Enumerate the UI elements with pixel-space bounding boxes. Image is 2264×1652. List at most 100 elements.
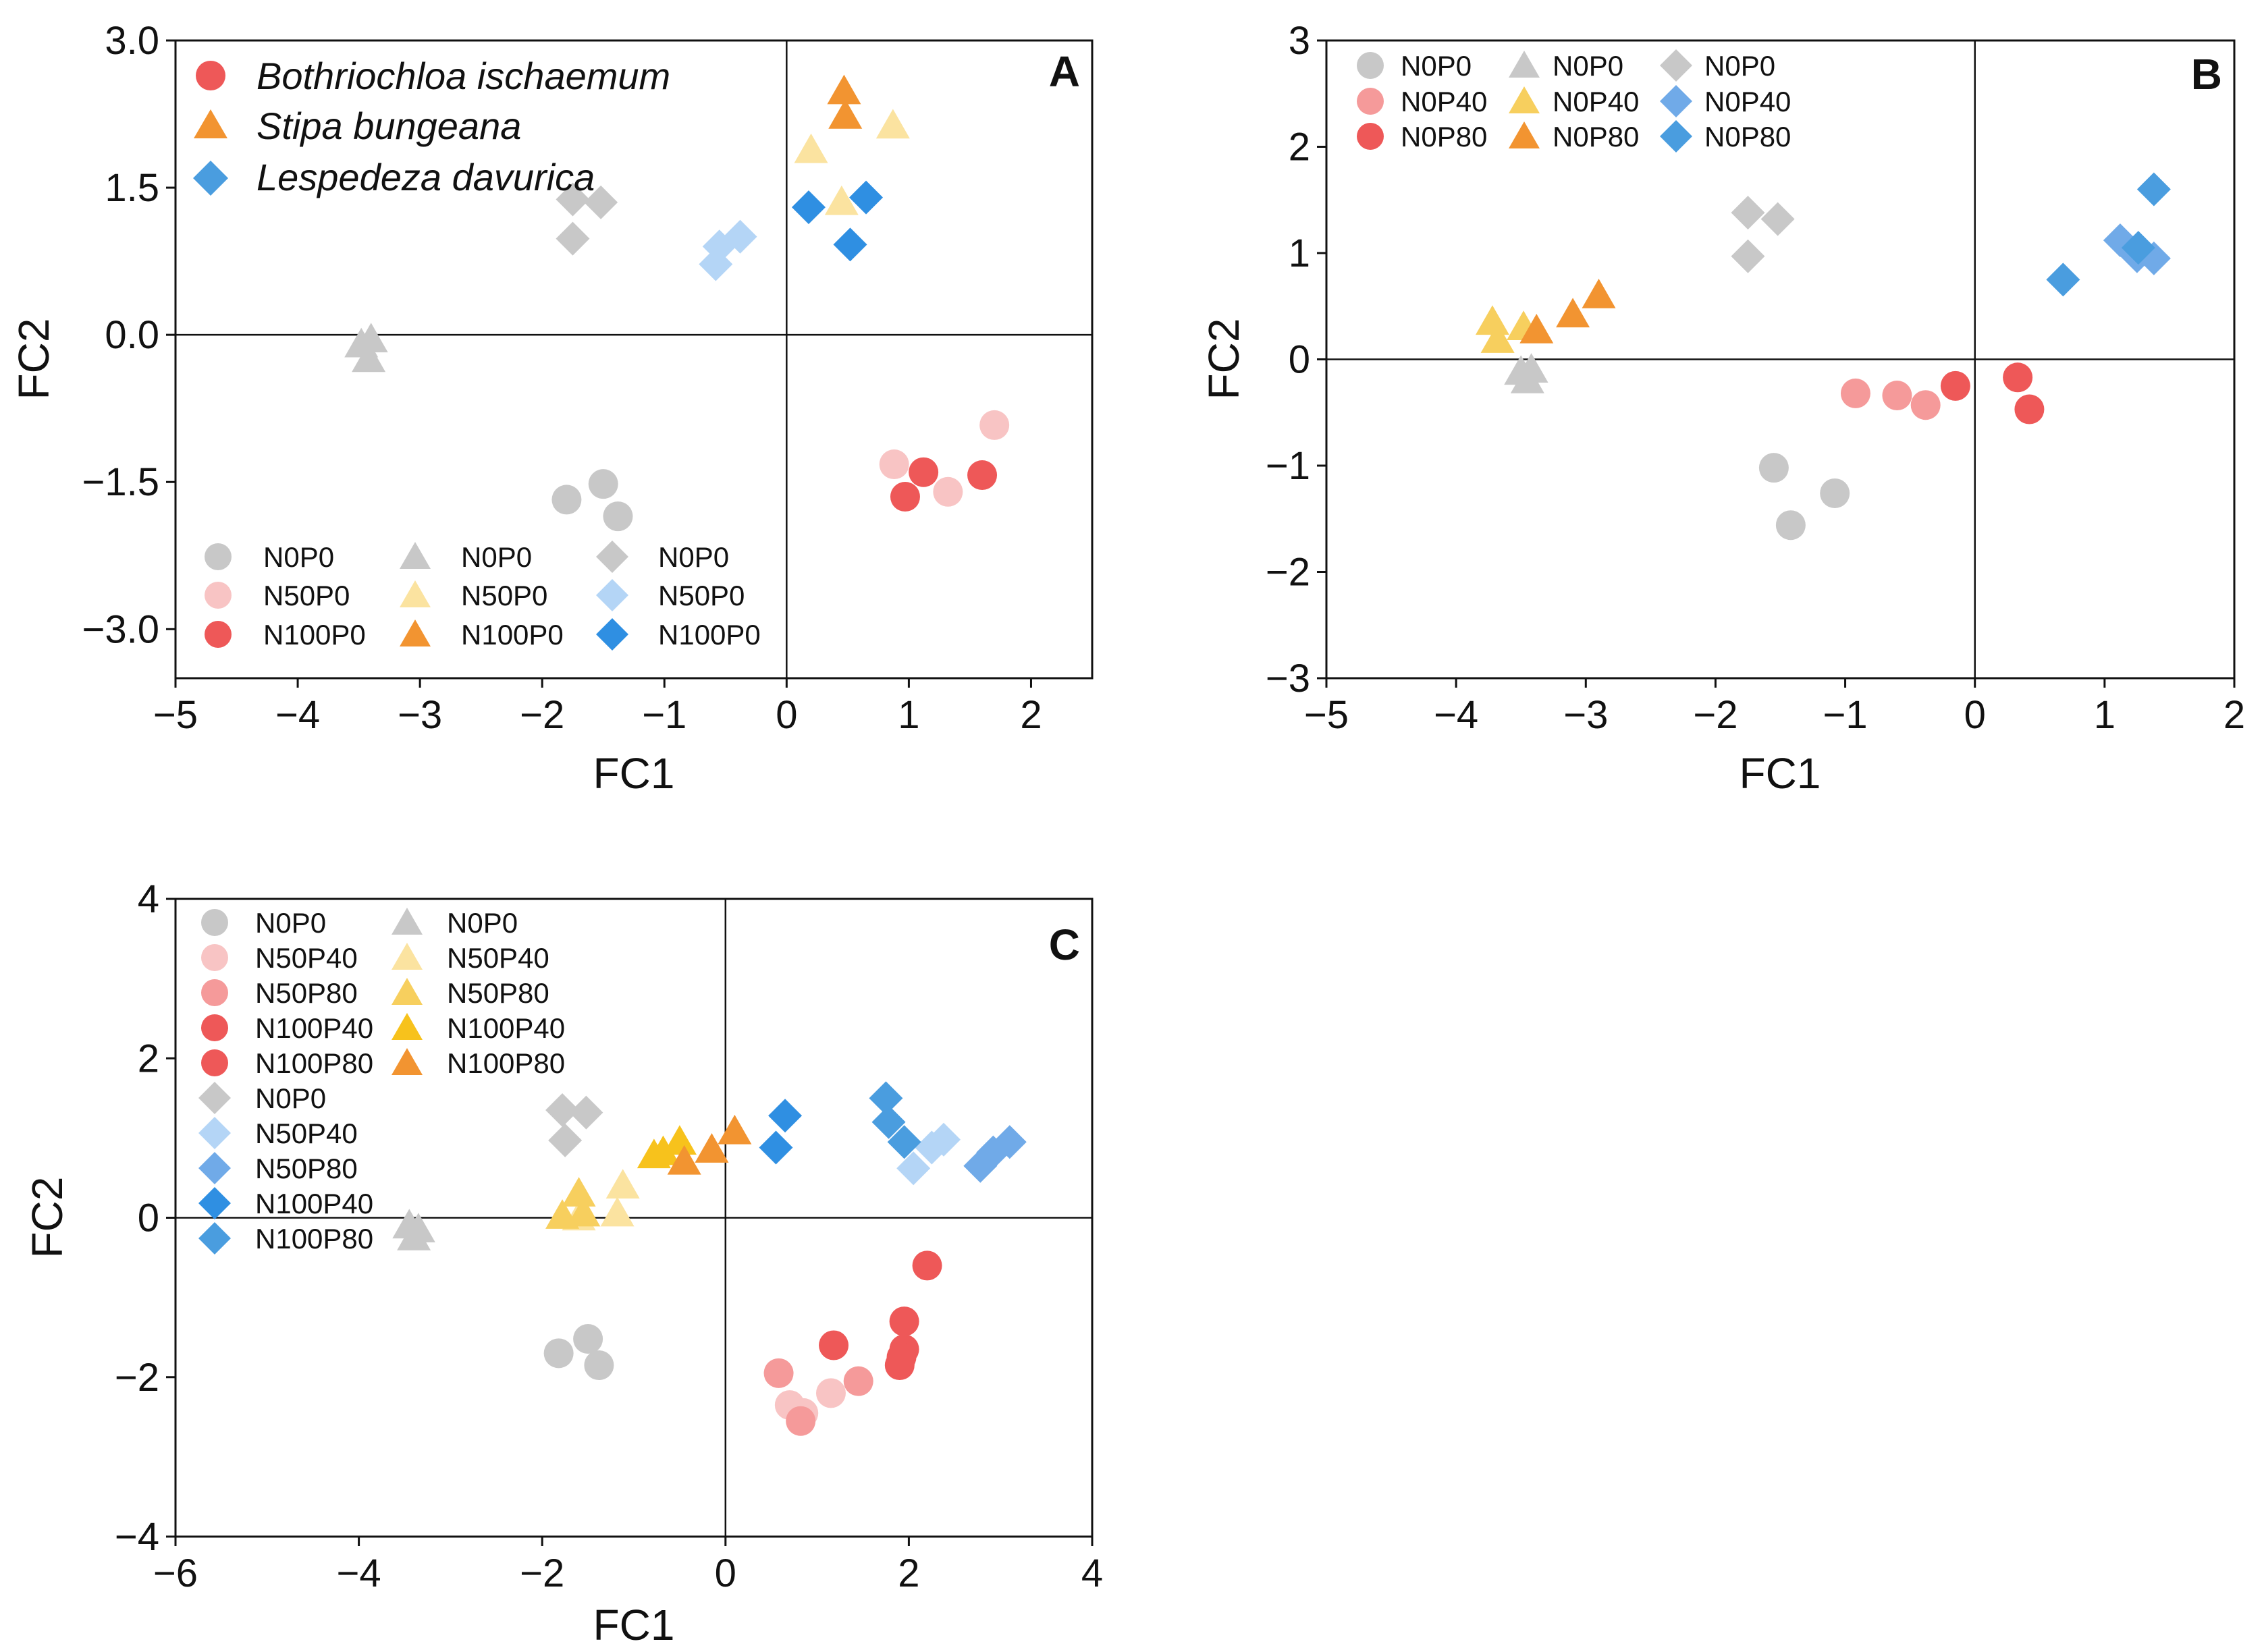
panel-a-zero-lines xyxy=(176,40,1092,678)
legend-diamond-marker xyxy=(198,1222,231,1255)
legend-diamond-marker xyxy=(1660,85,1692,117)
panel-a-points xyxy=(344,74,1010,532)
treatment-legend-item: N100P40 xyxy=(201,1012,373,1044)
y-tick-label: −3.0 xyxy=(82,607,160,651)
data-point-triangle xyxy=(827,74,861,105)
x-tick-label: 0 xyxy=(776,693,797,737)
legend-triangle-marker xyxy=(392,1048,423,1075)
legend-label: N100P80 xyxy=(447,1047,565,1079)
data-point-diamond xyxy=(768,1099,803,1133)
data-point-circle xyxy=(2014,394,2045,424)
series-s-bungeana-n100p80 xyxy=(667,1114,752,1175)
legend-circle-marker xyxy=(201,1014,228,1041)
series-s-bungeana-n100p0 xyxy=(827,74,863,129)
panel-a: −5 −4 −3 −2 −1 0 1 2 −3.0 −1.5 0.0 1.5 3.0 A FC1 FC2… xyxy=(9,19,1094,798)
treatment-legend-item: N50P80 xyxy=(201,977,358,1009)
data-point-circle xyxy=(1758,453,1789,483)
legend-triangle-marker xyxy=(1509,51,1540,78)
series-s-bungeana-n0p0 xyxy=(1504,353,1548,393)
treatment-legend-item: N0P40 xyxy=(1509,86,1639,117)
legend-circle-marker xyxy=(201,979,228,1006)
y-tick-label: −2 xyxy=(1266,551,1310,595)
treatment-legend-item: N0P80 xyxy=(1509,121,1639,153)
treatment-legend-item: N50P0 xyxy=(596,579,745,611)
legend-triangle-marker xyxy=(194,109,227,138)
species-legend-item: Lespedeza davurica xyxy=(193,156,595,198)
treatment-legend-item: N100P0 xyxy=(400,619,564,651)
data-point-diamond xyxy=(2046,263,2080,297)
series-b-ischaemum-n50p80 xyxy=(763,1358,873,1436)
data-point-triangle xyxy=(1514,353,1548,383)
data-point-triangle xyxy=(354,323,388,353)
x-tick-label: 0 xyxy=(1964,693,1986,737)
data-point-triangle xyxy=(875,109,910,139)
series-b-ischaemum-n0p0 xyxy=(543,1324,614,1381)
data-point-diamond xyxy=(584,185,618,219)
x-tick-label: −4 xyxy=(337,1551,381,1595)
data-point-diamond xyxy=(1731,196,1765,230)
treatment-legend-item: N50P40 xyxy=(201,942,358,974)
y-tick-label: 3 xyxy=(1289,19,1310,63)
legend-label: N0P0 xyxy=(658,541,729,573)
series-s-bungeana-n0p0 xyxy=(344,323,388,373)
y-tick-label: −3 xyxy=(1266,657,1310,700)
x-tick-label: 0 xyxy=(715,1551,736,1595)
legend-label: N0P0 xyxy=(1704,50,1775,82)
data-point-circle xyxy=(933,476,963,507)
data-point-diamond xyxy=(2136,172,2171,206)
legend-label: N0P80 xyxy=(1401,121,1487,153)
series-l-davurica-n50p0 xyxy=(699,219,757,281)
data-point-diamond xyxy=(833,227,867,262)
data-point-triangle xyxy=(718,1114,752,1145)
data-point-triangle xyxy=(1556,298,1590,328)
x-tick-label: −4 xyxy=(275,693,320,737)
data-point-triangle xyxy=(1480,323,1515,353)
series-l-davurica-n0p0 xyxy=(1731,196,1795,273)
data-point-triangle xyxy=(695,1133,729,1163)
legend-label: N0P0 xyxy=(263,541,334,573)
treatment-legend-item: N0P0 xyxy=(400,541,532,573)
legend-label: N0P40 xyxy=(1401,86,1487,117)
legend-label: N100P0 xyxy=(461,619,564,651)
legend-triangle-marker xyxy=(392,943,423,970)
y-tick-label: 2 xyxy=(1289,126,1310,169)
series-s-bungeana-n50p0 xyxy=(794,109,910,215)
treatment-legend-item: N0P0 xyxy=(201,907,326,939)
panel-c-label: C xyxy=(1049,920,1080,969)
data-point-diamond xyxy=(992,1125,1027,1159)
series-b-ischaemum-n100p0 xyxy=(890,457,998,512)
treatment-legend-item: N0P40 xyxy=(1357,86,1487,117)
species-legend-item: Bothriochloa ischaemum xyxy=(196,55,670,97)
legend-label: Lespedeza davurica xyxy=(257,156,595,198)
legend-label: N50P40 xyxy=(255,942,358,974)
data-point-diamond xyxy=(887,1125,921,1159)
series-l-davurica-n50p80 xyxy=(963,1125,1027,1183)
legend-triangle-marker xyxy=(392,908,423,935)
panel-c-zero-lines xyxy=(176,899,1092,1537)
y-tick-label: 0.0 xyxy=(105,313,159,357)
legend-diamond-marker xyxy=(596,579,628,611)
series-l-davurica-n50p40 xyxy=(896,1122,961,1186)
data-point-triangle xyxy=(794,133,828,163)
legend-diamond-marker xyxy=(198,1117,231,1149)
treatment-legend-item: N100P80 xyxy=(201,1047,373,1079)
legend-label: N0P0 xyxy=(1553,50,1623,82)
panel-b-treatment-legend: N0P0 N0P40 N0P80 N0P0 N0P40 N0P80 N0P0 N… xyxy=(1357,49,1791,153)
data-point-circle xyxy=(2003,362,2033,393)
data-point-diamond xyxy=(871,1105,906,1139)
data-point-triangle xyxy=(566,1196,601,1227)
data-point-circle xyxy=(786,1406,816,1436)
data-point-circle xyxy=(763,1358,794,1388)
data-point-circle xyxy=(1775,510,1806,541)
panel-c-points xyxy=(392,1081,1027,1436)
data-point-circle xyxy=(1940,370,1970,401)
y-tick-label: −2 xyxy=(115,1356,159,1400)
x-tick-label: −3 xyxy=(1563,693,1608,737)
data-point-triangle xyxy=(352,342,386,373)
data-point-circle xyxy=(543,1338,574,1369)
legend-diamond-marker xyxy=(596,541,628,573)
x-tick-label: −3 xyxy=(398,693,442,737)
